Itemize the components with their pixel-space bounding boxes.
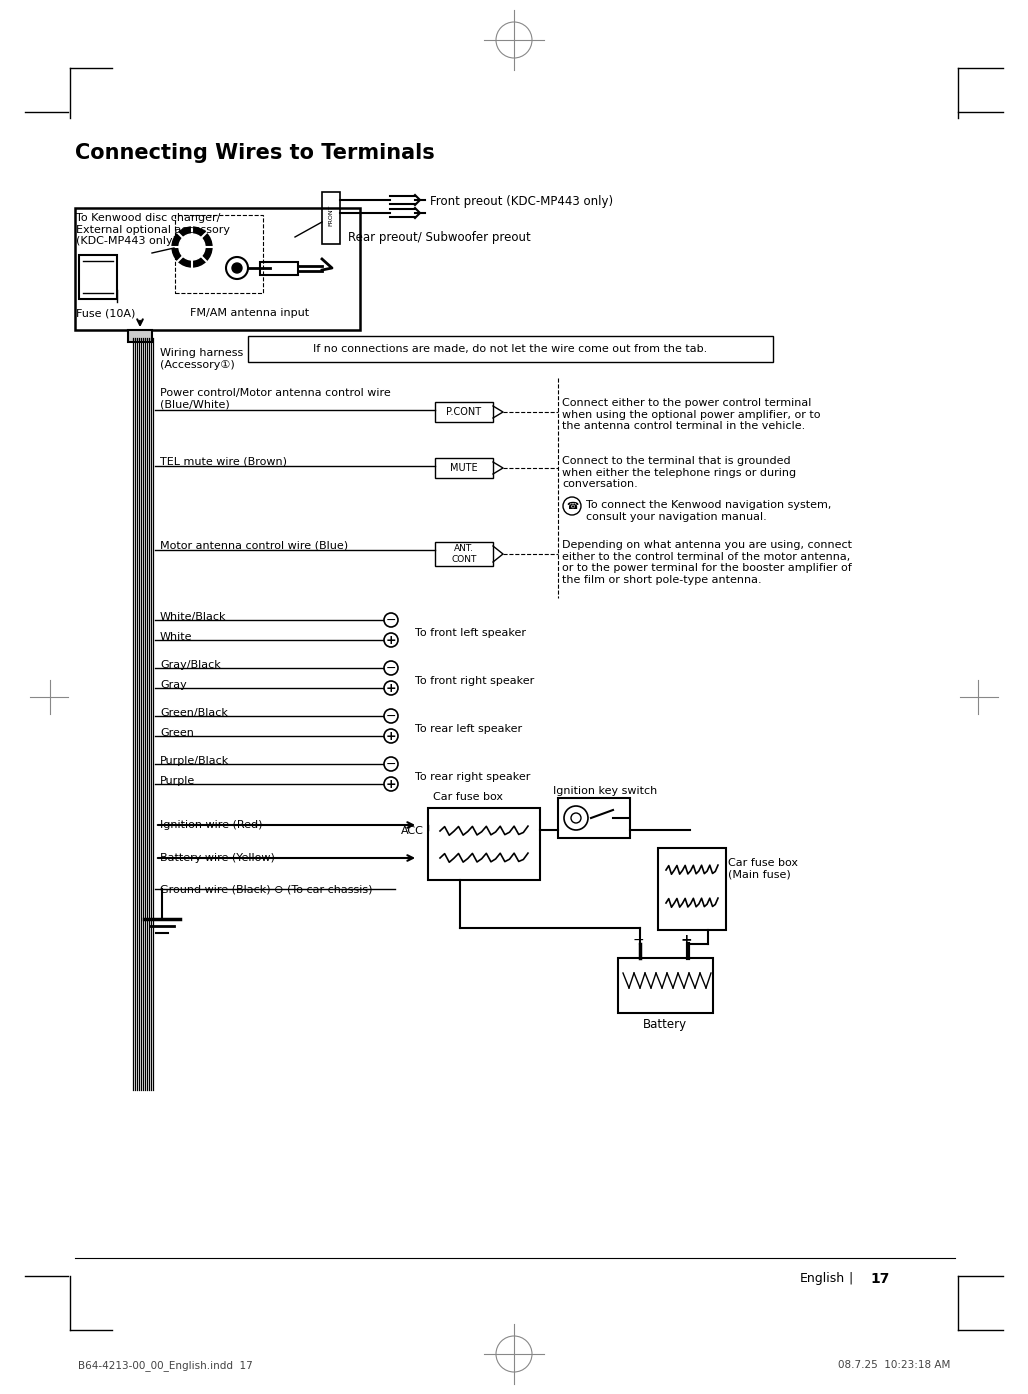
Text: Fuse (10A): Fuse (10A)	[76, 308, 136, 318]
Bar	[175, 215, 263, 293]
Text: +: +	[681, 933, 692, 947]
Text: B64-4213-00_00_English.indd  17: B64-4213-00_00_English.indd 17	[78, 1361, 253, 1370]
Text: −: −	[386, 757, 396, 771]
Text: −: −	[386, 613, 396, 626]
Text: +: +	[386, 633, 397, 647]
Text: Car fuse box: Car fuse box	[433, 792, 503, 802]
Circle shape	[232, 263, 242, 273]
Bar	[428, 809, 540, 880]
Text: −: −	[386, 710, 396, 722]
Text: To connect the Kenwood navigation system,
consult your navigation manual.: To connect the Kenwood navigation system…	[586, 500, 832, 521]
Text: Gray/Black: Gray/Black	[160, 659, 221, 671]
Text: FM/AM antenna input: FM/AM antenna input	[190, 308, 309, 318]
Text: Ignition wire (Red): Ignition wire (Red)	[160, 820, 262, 829]
Text: Motor antenna control wire (Blue): Motor antenna control wire (Blue)	[160, 539, 348, 551]
Text: Ground wire (Black) ⊖ (To car chassis): Ground wire (Black) ⊖ (To car chassis)	[160, 884, 372, 894]
Bar	[435, 459, 493, 478]
Bar	[79, 255, 117, 298]
Bar	[435, 401, 493, 422]
Circle shape	[172, 227, 212, 268]
Bar	[435, 542, 493, 566]
Text: Connect either to the power control terminal
when using the optional power ampli: Connect either to the power control term…	[562, 399, 820, 431]
Text: Car fuse box
(Main fuse): Car fuse box (Main fuse)	[728, 857, 798, 880]
Text: FRONT: FRONT	[329, 205, 333, 226]
Text: MUTE: MUTE	[450, 463, 478, 473]
Text: To front right speaker: To front right speaker	[415, 676, 535, 686]
Text: −: −	[632, 933, 644, 947]
Text: Front preout (KDC-MP443 only): Front preout (KDC-MP443 only)	[430, 195, 613, 208]
Bar	[260, 262, 298, 275]
Bar	[658, 848, 726, 930]
Text: |: |	[848, 1271, 852, 1285]
Text: ANT.
CONT: ANT. CONT	[451, 544, 477, 563]
Text: Connect to the terminal that is grounded
when either the telephone rings or duri: Connect to the terminal that is grounded…	[562, 456, 796, 489]
Text: ☎: ☎	[566, 500, 578, 512]
Text: −: −	[386, 662, 396, 675]
Text: If no connections are made, do not let the wire come out from the tab.: If no connections are made, do not let t…	[314, 344, 707, 354]
Text: 17: 17	[870, 1271, 889, 1287]
Text: ACC: ACC	[401, 827, 424, 836]
Text: White/Black: White/Black	[160, 612, 226, 622]
Bar	[322, 192, 340, 244]
Circle shape	[179, 234, 205, 261]
Text: To Kenwood disc changer/
External optional accessory
(KDC-MP443 only): To Kenwood disc changer/ External option…	[76, 213, 230, 247]
Text: Ignition key switch: Ignition key switch	[553, 786, 657, 796]
Text: Depending on what antenna you are using, connect
either to the control terminal : Depending on what antenna you are using,…	[562, 539, 852, 585]
Text: Purple/Black: Purple/Black	[160, 756, 229, 765]
Bar	[618, 958, 713, 1013]
Text: Green: Green	[160, 728, 194, 737]
Bar	[75, 208, 360, 330]
Text: Power control/Motor antenna control wire
(Blue/White): Power control/Motor antenna control wire…	[160, 388, 391, 410]
Text: Battery: Battery	[642, 1018, 687, 1032]
Text: To rear right speaker: To rear right speaker	[415, 772, 530, 782]
Text: Connecting Wires to Terminals: Connecting Wires to Terminals	[75, 144, 435, 163]
Text: English: English	[800, 1271, 845, 1285]
Text: White: White	[160, 631, 192, 643]
Text: Rear preout/ Subwoofer preout: Rear preout/ Subwoofer preout	[348, 231, 530, 244]
Text: +: +	[386, 729, 397, 743]
Text: Battery wire (Yellow): Battery wire (Yellow)	[160, 853, 274, 863]
Text: Purple: Purple	[160, 776, 195, 786]
Text: To rear left speaker: To rear left speaker	[415, 723, 522, 735]
Text: Green/Black: Green/Black	[160, 708, 228, 718]
Text: +: +	[386, 682, 397, 694]
Bar	[128, 330, 152, 342]
Text: To front left speaker: To front left speaker	[415, 629, 526, 638]
Text: Gray: Gray	[160, 680, 187, 690]
Text: Wiring harness
(Accessory①): Wiring harness (Accessory①)	[160, 348, 244, 369]
Bar	[248, 336, 773, 362]
Text: P.CONT: P.CONT	[446, 407, 481, 417]
Text: +: +	[386, 778, 397, 790]
Bar	[558, 797, 630, 838]
Text: TEL mute wire (Brown): TEL mute wire (Brown)	[160, 456, 287, 466]
Text: 08.7.25  10:23:18 AM: 08.7.25 10:23:18 AM	[838, 1361, 950, 1370]
